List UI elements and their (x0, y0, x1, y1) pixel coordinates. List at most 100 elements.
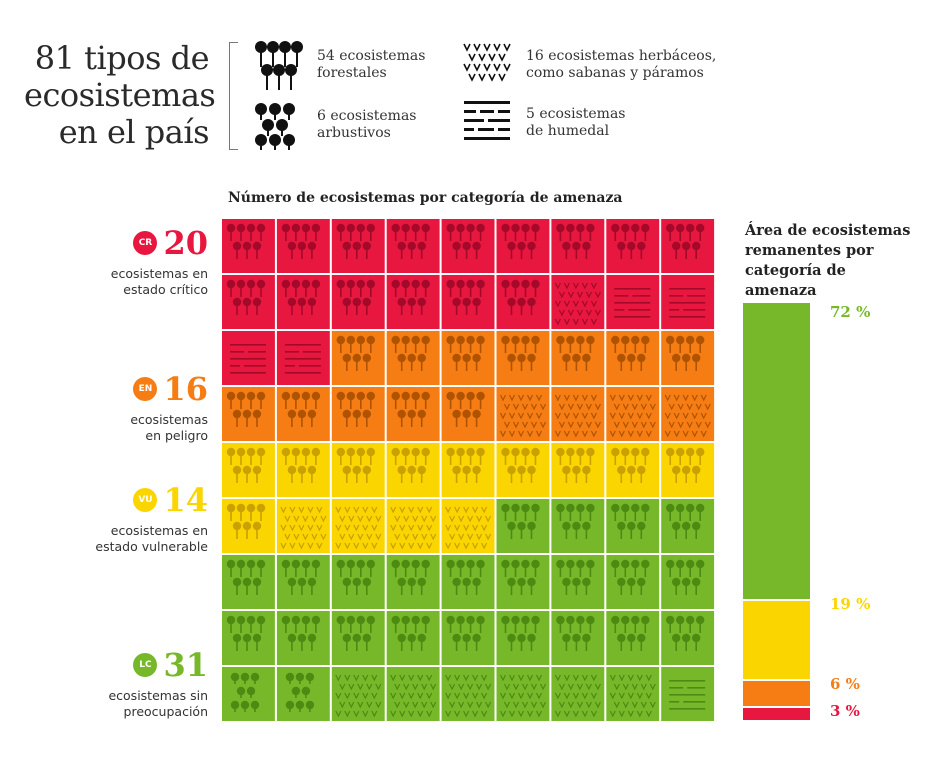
waffle-cell-cr-forest (661, 219, 715, 273)
waffle-cell-cr-forest (386, 219, 440, 273)
forest-icon (226, 615, 266, 651)
waffle-cell-en-grass (496, 387, 550, 441)
waffle-cell-lc-forest (222, 611, 275, 665)
wetland-icon (464, 101, 510, 140)
forest-icon (611, 223, 650, 259)
grass-icon (445, 506, 492, 550)
grass-icon (499, 674, 547, 718)
waffle-cell-lc-grass (441, 667, 495, 721)
forest-icon (611, 447, 650, 483)
bar-segment-lc (743, 303, 810, 599)
forest-icon (501, 335, 540, 371)
en-badge: EN (133, 377, 158, 401)
waffle-cell-lc-forest (551, 555, 605, 609)
waffle-cell-lc-forest (606, 611, 660, 665)
forest-icon (666, 559, 705, 595)
waffle-cell-lc-forest (386, 611, 440, 665)
waffle-cell-vu-forest (606, 443, 660, 497)
waffle-cell-en-forest (496, 331, 550, 385)
waffle-cell-vu-forest (222, 443, 275, 497)
wetland-icon (614, 288, 651, 318)
forest-icon (391, 279, 430, 315)
forest-icon (281, 279, 321, 315)
grass-icon (280, 506, 327, 550)
waffle-cell-lc-forest (276, 555, 330, 609)
waffle-cell-en-forest (551, 331, 605, 385)
category-vu: VU 14 ecosistemas en estado vulnerable (95, 483, 208, 555)
forest-icon (336, 335, 375, 371)
cr-count: 20 (163, 224, 208, 262)
waffle-cell-vu-forest (276, 443, 330, 497)
forest-icon (281, 615, 321, 651)
waffle-cell-en-grass (551, 387, 605, 441)
waffle-cell-en-forest (331, 387, 385, 441)
forest-icon (281, 559, 321, 595)
area-title-line: remanentes por (745, 242, 874, 259)
bar-label-vu: 19 % (830, 594, 871, 613)
forest-icon (336, 223, 375, 259)
grass-icon (335, 674, 382, 718)
wetland-icon (669, 680, 706, 710)
waffle-cell-lc-forest (551, 499, 605, 553)
forest-icon (226, 503, 266, 539)
waffle-cell-cr-grass (551, 275, 605, 329)
lc-desc-line: preocupación (123, 704, 208, 719)
forest-icon (666, 503, 705, 539)
grass-icon (609, 674, 656, 718)
waffle-cell-lc-grass (386, 667, 440, 721)
waffle-cell-cr-forest (276, 275, 330, 329)
grass-icon (390, 506, 437, 550)
waffle-cell-lc-shrub (276, 667, 330, 721)
waffle-cell-cr-wetland (276, 331, 330, 385)
forest-icon (556, 559, 595, 595)
waffle-cell-en-forest (386, 387, 440, 441)
waffle-cell-en-forest (441, 331, 495, 385)
forest-icon (666, 615, 705, 651)
waffle-cell-en-forest (661, 331, 715, 385)
forest-icon (501, 279, 540, 315)
legend-line: como sabanas y páramos (526, 65, 704, 81)
waffle-cell-lc-forest (276, 611, 330, 665)
shrubs-icon (255, 103, 295, 150)
lc-badge: LC (133, 653, 158, 677)
forest-icon (611, 503, 650, 539)
waffle-chart (222, 219, 715, 721)
waffle-cell-en-forest (276, 387, 330, 441)
forest-icon (281, 223, 321, 259)
forest-icon (391, 223, 430, 259)
forest-icon (556, 335, 595, 371)
waffle-cell-lc-forest (222, 555, 275, 609)
waffle-cell-lc-grass (496, 667, 550, 721)
forest-icon (336, 559, 375, 595)
category-en: EN 16 ecosistemas en peligro (130, 372, 208, 444)
waffle-cell-lc-forest (331, 611, 385, 665)
forest-icon (666, 447, 705, 483)
waffle-cell-en-forest (441, 387, 495, 441)
forest-icon (336, 391, 375, 427)
en-desc-line: en peligro (145, 428, 208, 443)
bar-segment-vu (743, 600, 810, 679)
forest-icon (446, 391, 485, 427)
bar-label-en: 6 % (830, 675, 860, 693)
forest-icon (226, 447, 266, 483)
bar-label-lc: 72 % (830, 303, 871, 321)
waffle-cell-en-forest (386, 331, 440, 385)
forest-icon (501, 559, 540, 595)
forest-icon (391, 335, 430, 371)
forest-icon (391, 615, 430, 651)
waffle-cell-cr-forest (496, 219, 550, 273)
waffle-cell-lc-forest (661, 499, 715, 553)
waffle-cell-vu-forest (551, 443, 605, 497)
legend-item-shrubs: 6 ecosistemas arbustivos (253, 100, 416, 150)
forest-icon (226, 559, 266, 595)
waffle-cell-cr-forest (606, 219, 660, 273)
forest-icon (611, 615, 650, 651)
waffle-cell-cr-wetland (606, 275, 660, 329)
grass-icon (463, 43, 511, 82)
forest-icon (336, 447, 375, 483)
legend-line: 54 ecosistemas (317, 48, 426, 64)
waffle-cell-cr-forest (276, 219, 330, 273)
legend-bracket (229, 42, 238, 150)
waffle-cell-lc-forest (441, 555, 495, 609)
forest-icon (446, 559, 485, 595)
